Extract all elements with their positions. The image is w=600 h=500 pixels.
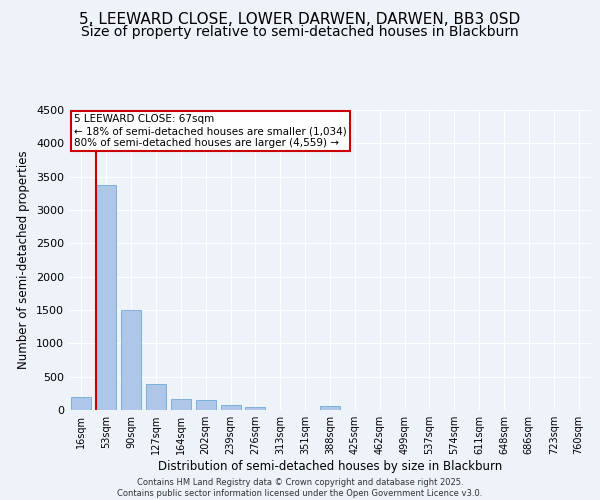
Text: 5 LEEWARD CLOSE: 67sqm
← 18% of semi-detached houses are smaller (1,034)
80% of : 5 LEEWARD CLOSE: 67sqm ← 18% of semi-det… — [74, 114, 347, 148]
Bar — [196, 400, 215, 410]
X-axis label: Distribution of semi-detached houses by size in Blackburn: Distribution of semi-detached houses by … — [158, 460, 502, 473]
Bar — [97, 184, 116, 410]
Bar — [320, 406, 340, 410]
Bar — [221, 406, 241, 410]
Bar — [171, 400, 191, 410]
Bar — [71, 396, 91, 410]
Bar — [146, 384, 166, 410]
Bar — [121, 310, 141, 410]
Bar — [245, 407, 265, 410]
Y-axis label: Number of semi-detached properties: Number of semi-detached properties — [17, 150, 31, 370]
Text: Contains HM Land Registry data © Crown copyright and database right 2025.
Contai: Contains HM Land Registry data © Crown c… — [118, 478, 482, 498]
Text: 5, LEEWARD CLOSE, LOWER DARWEN, DARWEN, BB3 0SD: 5, LEEWARD CLOSE, LOWER DARWEN, DARWEN, … — [79, 12, 521, 28]
Text: Size of property relative to semi-detached houses in Blackburn: Size of property relative to semi-detach… — [81, 25, 519, 39]
